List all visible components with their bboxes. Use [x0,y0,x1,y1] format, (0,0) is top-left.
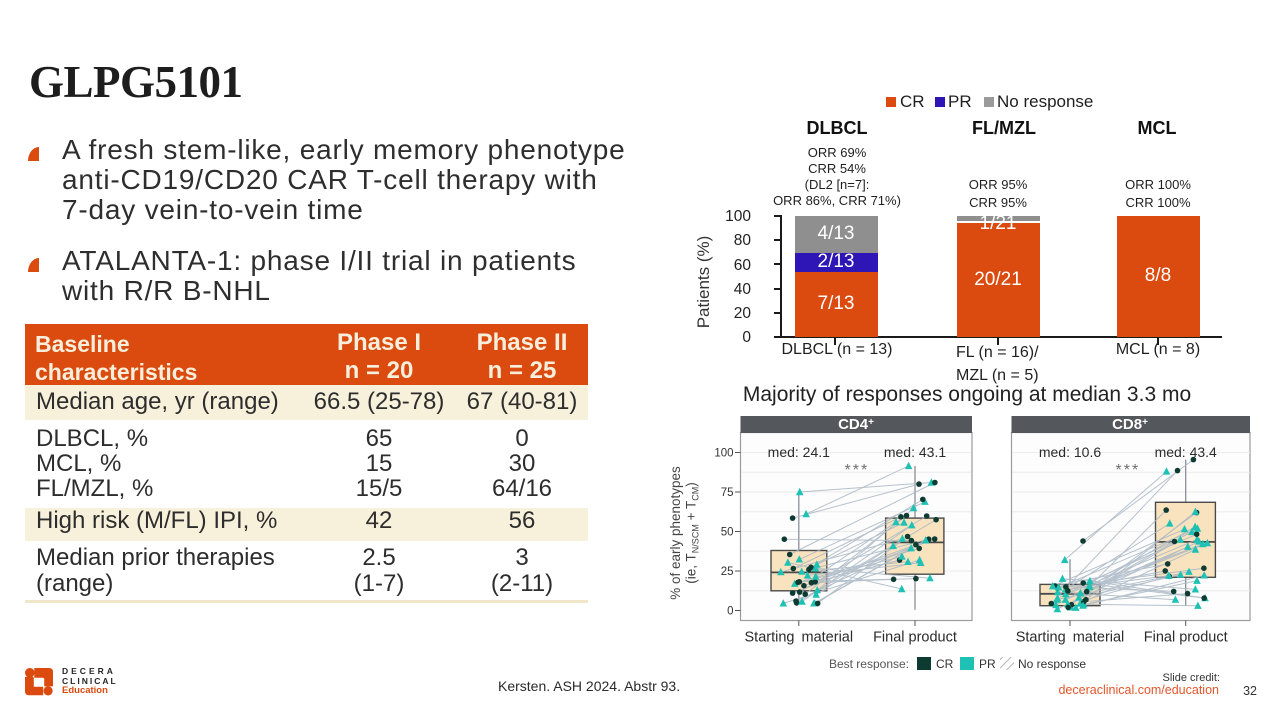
svg-text:Final product: Final product [873,630,957,646]
svg-text:Starting material: Starting material [1016,630,1125,646]
svg-text:Final product: Final product [1144,630,1228,646]
svg-text:Starting material: Starting material [745,630,854,646]
svg-text:0: 0 [727,606,733,618]
svg-text:75: 75 [721,487,734,499]
svg-text:Best response:: Best response: [829,657,909,670]
svg-text:***: *** [1116,462,1141,479]
svg-text:***: *** [845,462,870,479]
svg-text:med: 10.6: med: 10.6 [1039,444,1101,460]
svg-text:No response: No response [1018,657,1086,670]
svg-text:% of early phenotypes: % of early phenotypes [668,466,683,600]
svg-text:(ie, TN/SCM + TCM): (ie, TN/SCM + TCM) [684,482,701,583]
svg-text:med: 43.4: med: 43.4 [1155,444,1217,460]
svg-text:PR: PR [979,657,996,670]
svg-text:50: 50 [721,527,734,539]
svg-text:25: 25 [721,566,734,578]
svg-text:CD4+: CD4+ [838,416,874,433]
svg-text:med: 24.1: med: 24.1 [768,444,830,460]
svg-text:med: 43.1: med: 43.1 [884,444,946,460]
svg-text:CR: CR [936,657,954,670]
svg-text:CD8+: CD8+ [1112,416,1148,433]
svg-text:100: 100 [714,448,733,460]
